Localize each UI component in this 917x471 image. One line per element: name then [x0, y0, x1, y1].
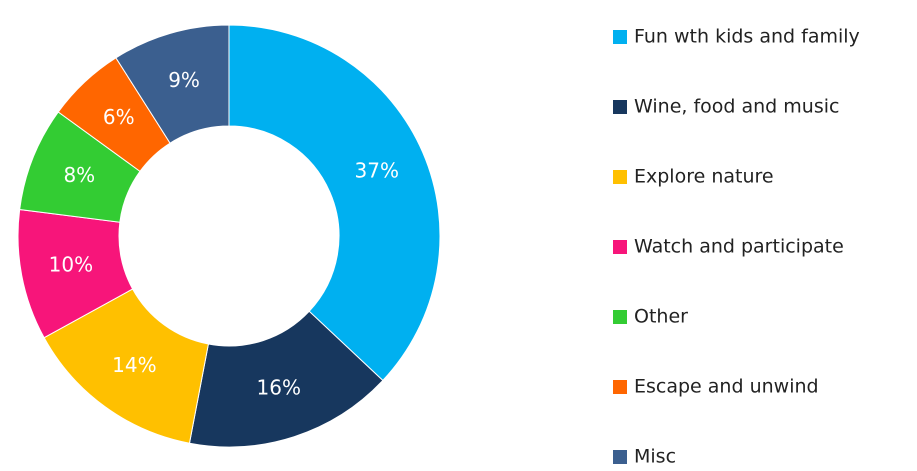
- legend-swatch: [613, 380, 627, 394]
- data-label: 6%: [103, 105, 135, 129]
- legend-swatch: [613, 30, 627, 44]
- legend-label: Explore nature: [634, 166, 774, 188]
- data-label: 8%: [63, 163, 95, 187]
- legend-label: Watch and participate: [634, 236, 844, 258]
- data-label: 16%: [257, 376, 301, 400]
- legend-label: Other: [634, 306, 688, 328]
- legend-swatch: [613, 310, 627, 324]
- legend-swatch: [613, 450, 627, 464]
- donut-slice: [228, 24, 441, 382]
- legend-label: Misc: [634, 446, 676, 468]
- donut-slice: [115, 24, 230, 144]
- legend-swatch: [613, 240, 627, 254]
- legend-swatch: [613, 170, 627, 184]
- data-label: 9%: [168, 68, 200, 92]
- legend-swatch: [613, 100, 627, 114]
- legend-label: Fun wth kids and family: [634, 26, 860, 48]
- donut-slice: [188, 310, 384, 448]
- data-label: 10%: [49, 253, 93, 277]
- legend-label: Wine, food and music: [634, 96, 839, 118]
- legend-label: Escape and unwind: [634, 376, 819, 398]
- data-label: 14%: [112, 353, 156, 377]
- data-label: 37%: [355, 159, 399, 183]
